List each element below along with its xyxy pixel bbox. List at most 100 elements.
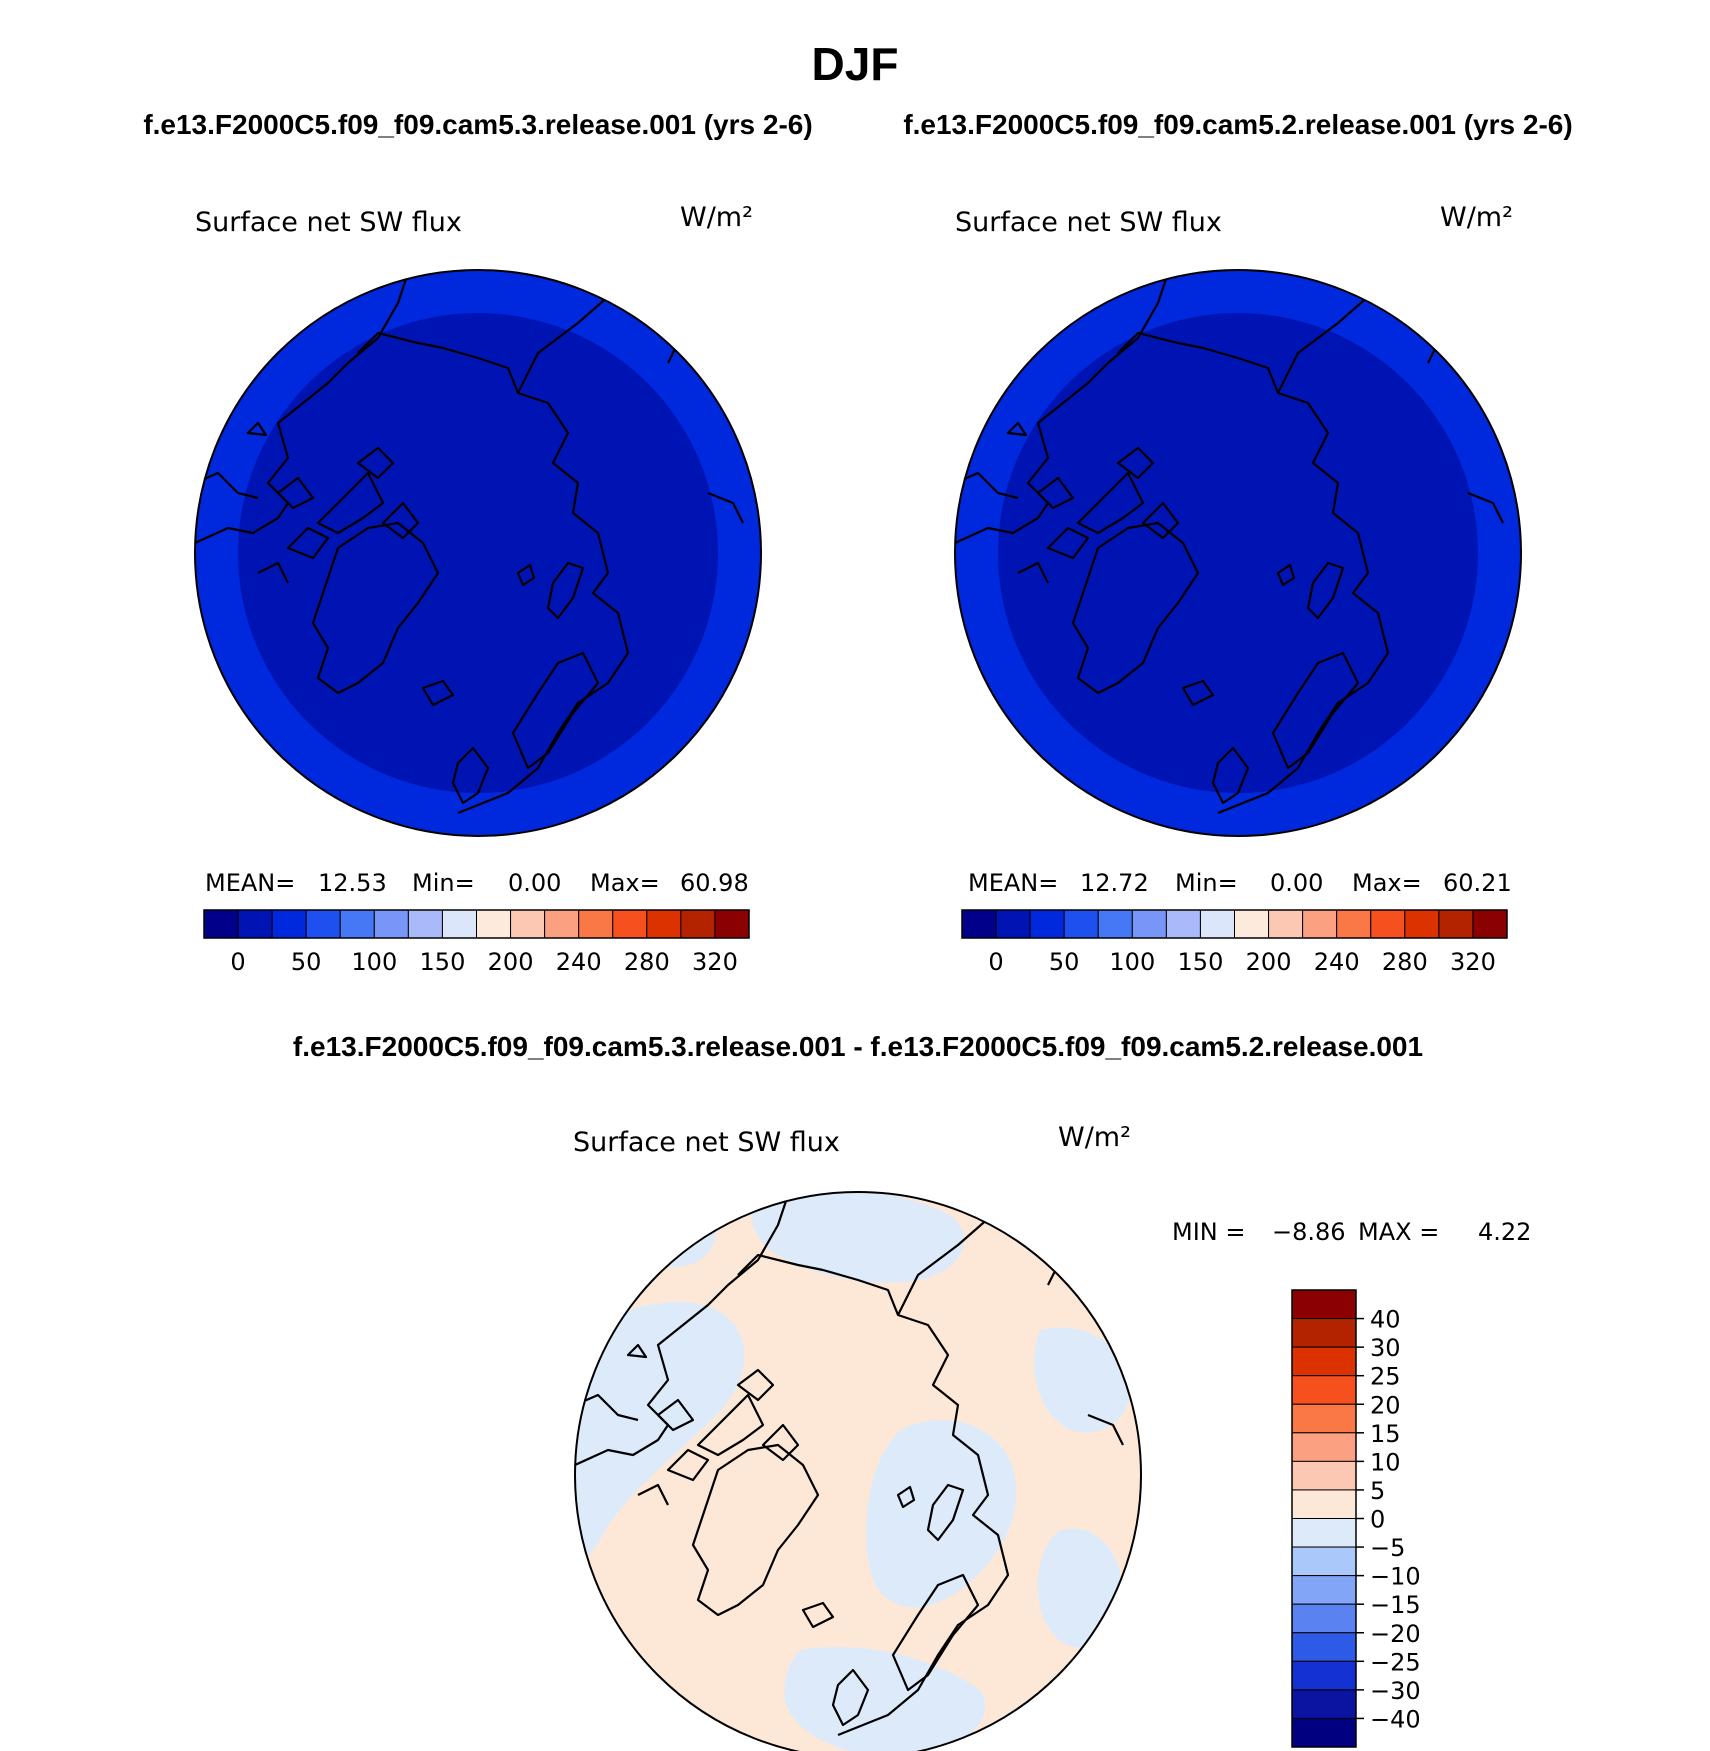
panel-a-colorbar-ticks: 0 50 100 150 200 240 280 320	[230, 948, 737, 976]
panel-b-colorbar-tick-label: 280	[1382, 948, 1428, 976]
diff-title: f.e13.F2000C5.f09_f09.cam5.3.release.001…	[293, 1031, 1423, 1062]
panel-a-colorbar-box	[476, 909, 512, 939]
panel-b-colorbar-box	[1029, 909, 1065, 939]
season-title: DJF	[812, 38, 899, 90]
panel-a-colorbar-tick-label: 50	[291, 948, 322, 976]
panel-c-colorbar-box	[1291, 1660, 1357, 1691]
panel-c-max: 4.22	[1478, 1218, 1531, 1246]
panel-a-units: W/m²	[680, 202, 753, 233]
panel-c-boundary	[574, 1191, 1142, 1751]
panel-a-colorbar-tick-label: 320	[692, 948, 738, 976]
panel-b-colorbar-tick-label: 0	[988, 948, 1003, 976]
panel-model-a: Surface net SW flux W/m² MEAN= 12.53 Min…	[194, 202, 762, 976]
panel-b-colorbar-box	[1438, 909, 1474, 939]
panel-b-colorbar-tick-label: 200	[1246, 948, 1292, 976]
panel-b-units: W/m²	[1440, 202, 1513, 233]
panel-a-colorbar-box	[305, 909, 341, 939]
panel-a-mean-label: MEAN=	[205, 869, 295, 897]
panel-a-min-label: Min=	[412, 869, 475, 897]
panel-c-title: Surface net SW flux	[573, 1127, 840, 1158]
panel-a-max: 60.98	[680, 869, 749, 897]
panel-c-colorbar-tick-label: −15	[1370, 1591, 1421, 1619]
panel-b-colorbar-box	[1131, 909, 1167, 939]
panel-a-colorbar-box	[339, 909, 375, 939]
panel-a-colorbar-tick-label: 100	[351, 948, 397, 976]
panel-a-colorbar-box	[612, 909, 648, 939]
panel-b-colorbar-box	[1472, 909, 1508, 939]
panel-c-colorbar-box	[1291, 1546, 1357, 1577]
panel-b-min-label: Min=	[1175, 869, 1238, 897]
subtitle-left: f.e13.F2000C5.f09_f09.cam5.3.release.001…	[143, 109, 812, 140]
subtitle-right: f.e13.F2000C5.f09_f09.cam5.2.release.001…	[903, 109, 1572, 140]
panel-a-colorbar-box	[714, 909, 750, 939]
panel-a-colorbar-tick-label: 240	[556, 948, 602, 976]
panel-b-colorbar-tick-label: 320	[1450, 948, 1496, 976]
panel-c-min: −8.86	[1272, 1218, 1346, 1246]
panel-b-colorbar-box	[1370, 909, 1406, 939]
panel-c-negative-regions	[575, 1192, 1131, 1751]
panel-a-colorbar	[203, 909, 750, 939]
panel-a-colorbar-box	[203, 909, 239, 939]
panel-c-colorbar-box	[1291, 1489, 1357, 1519]
panel-a-mean: 12.53	[318, 869, 387, 897]
panel-c-colorbar-tick-label: 25	[1370, 1363, 1401, 1391]
panel-a-colorbar-box	[646, 909, 682, 939]
panel-b-colorbar-box	[1302, 909, 1338, 939]
panel-b-colorbar-box	[1199, 909, 1235, 939]
panel-c-colorbar-box	[1291, 1289, 1357, 1320]
panel-c-colorbar-box	[1291, 1346, 1357, 1377]
panel-a-colorbar-box	[373, 909, 409, 939]
panel-a-colorbar-tick-label: 0	[230, 948, 245, 976]
panel-b-map	[955, 270, 1521, 836]
panel-b-field-inner	[998, 313, 1478, 793]
panel-b-colorbar-tick-label: 50	[1049, 948, 1080, 976]
panel-c-colorbar-box	[1291, 1460, 1357, 1491]
panel-a-colorbar-tick-label: 200	[488, 948, 534, 976]
panel-b-colorbar-frame	[961, 909, 1508, 939]
panel-b-title: Surface net SW flux	[955, 207, 1222, 238]
panel-b-colorbar-box	[961, 909, 997, 939]
panel-a-colorbar-box	[271, 909, 307, 939]
panel-b-colorbar-tick-label: 100	[1109, 948, 1155, 976]
panel-c-colorbar-tick-label: 0	[1370, 1506, 1385, 1534]
panel-a-colorbar-tick-label: 150	[420, 948, 466, 976]
panel-b-mean-label: MEAN=	[968, 869, 1058, 897]
panel-c-colorbar-box	[1291, 1518, 1357, 1548]
panel-c-colorbar-tick-label: −25	[1370, 1648, 1421, 1676]
panel-a-min: 0.00	[508, 869, 561, 897]
panel-c-colorbar-tick-label: −10	[1370, 1563, 1421, 1591]
panel-b-max: 60.21	[1443, 869, 1512, 897]
panel-b-colorbar-tick-label: 150	[1178, 948, 1224, 976]
panel-b-colorbar	[961, 909, 1508, 939]
panel-b-stats: MEAN= 12.72 Min= 0.00 Max= 60.21	[968, 869, 1512, 897]
panel-a-boundary	[194, 269, 762, 837]
panel-b-max-label: Max=	[1352, 869, 1422, 897]
panel-a-field-inner	[238, 313, 718, 793]
panel-a-max-label: Max=	[590, 869, 660, 897]
panel-a-map	[195, 270, 761, 836]
panel-c-colorbar-tick-label: 5	[1370, 1477, 1385, 1505]
panel-c-colorbar-tick-label: 40	[1370, 1306, 1401, 1334]
panel-c-min-label: MIN =	[1172, 1218, 1245, 1246]
panel-c-colorbar-box	[1291, 1375, 1357, 1405]
panel-c-colorbar-tick-label: 20	[1370, 1391, 1401, 1419]
panel-c-colorbar-box	[1291, 1318, 1357, 1348]
panel-c-stats: MIN = −8.86 MAX = 4.22	[1172, 1218, 1531, 1246]
panel-a-colorbar-box	[544, 909, 580, 939]
panel-b-colorbar-box	[1063, 909, 1099, 939]
panel-model-b: Surface net SW flux W/m² MEAN= 12.72 Min…	[954, 202, 1522, 976]
panel-c-colorbar-box	[1291, 1632, 1357, 1662]
panel-b-colorbar-box	[1165, 909, 1201, 939]
panel-c-colorbar-tick-label: −40	[1370, 1705, 1421, 1733]
panel-c-colorbar-tick-label: −5	[1370, 1534, 1405, 1562]
panel-a-stats: MEAN= 12.53 Min= 0.00 Max= 60.98	[205, 869, 749, 897]
panel-b-colorbar-box	[995, 909, 1031, 939]
panel-c-units: W/m²	[1058, 1122, 1131, 1153]
panel-a-colorbar-box	[441, 909, 477, 939]
panel-c-colorbar-tick-label: 30	[1370, 1334, 1401, 1362]
panel-c-colorbar-box	[1291, 1432, 1357, 1462]
panel-c-max-label: MAX =	[1358, 1218, 1439, 1246]
panel-b-colorbar-box	[1097, 909, 1133, 939]
